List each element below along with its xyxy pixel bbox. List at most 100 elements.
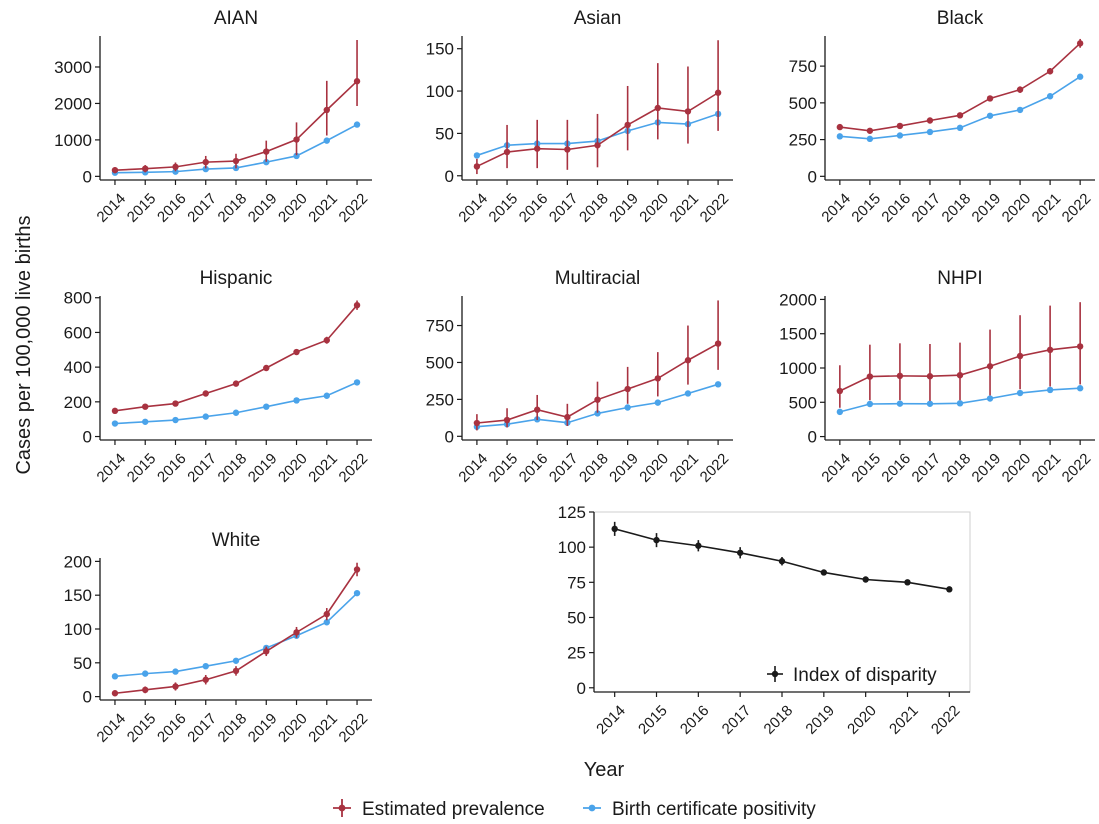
x-tick-label: 2018 (939, 190, 975, 226)
data-point (232, 157, 240, 165)
data-point (654, 399, 661, 406)
x-tick-label: 2020 (275, 190, 311, 226)
x-tick-label: 2020 (844, 702, 880, 738)
data-point (353, 78, 361, 85)
data-point (323, 106, 330, 114)
x-tick-label: 2022 (336, 710, 372, 746)
x-tick-label: 2019 (245, 710, 281, 746)
data-point (896, 400, 904, 407)
x-tick-label: 2014 (94, 710, 130, 746)
x-tick-label: 2018 (215, 710, 251, 746)
x-tick-label: 2015 (486, 190, 522, 226)
y-tick-label: 0 (83, 428, 92, 447)
data-point (353, 301, 361, 309)
data-point (1016, 352, 1024, 360)
y-tick-label: 200 (64, 393, 92, 412)
x-tick-label: 2017 (184, 710, 220, 746)
x-tick-label: 2021 (305, 190, 341, 226)
x-tick-label: 2020 (636, 450, 672, 486)
x-tick-label: 2017 (184, 190, 220, 226)
data-point (611, 525, 618, 533)
x-tick-label: 2016 (154, 190, 190, 226)
data-point (1046, 346, 1054, 354)
data-point (926, 373, 934, 380)
data-point (111, 420, 119, 427)
data-point (202, 158, 209, 166)
x-tick-label: 2018 (215, 450, 251, 486)
x-tick-label: 2017 (546, 450, 582, 486)
x-tick-label: 2016 (154, 450, 190, 486)
x-tick-label: 2017 (719, 702, 755, 738)
x-tick-label: 2014 (818, 450, 854, 486)
data-point (836, 123, 844, 131)
x-tick-label: 2021 (305, 450, 341, 486)
legend-label: Estimated prevalence (362, 799, 545, 820)
x-tick-label: 2022 (336, 190, 372, 226)
data-point (624, 121, 631, 129)
y-tick-label: 200 (64, 552, 92, 571)
x-tick-label: 2017 (546, 190, 582, 226)
x-tick-label: 2014 (818, 190, 854, 226)
data-point (1046, 68, 1054, 75)
data-point (353, 589, 361, 597)
x-tick-label: 2019 (245, 450, 281, 486)
data-point (293, 397, 300, 404)
data-point (904, 579, 911, 586)
data-point (293, 152, 300, 160)
y-tick-label: 150 (64, 586, 92, 605)
data-point (714, 381, 722, 388)
y-tick-label: 2000 (779, 290, 817, 309)
data-point (594, 396, 601, 403)
x-tick-label: 2017 (184, 450, 220, 486)
data-point (353, 566, 361, 573)
y-tick-label: 0 (808, 167, 817, 186)
x-tick-label: 2018 (215, 190, 251, 226)
legend-key-point (771, 670, 779, 678)
data-point (986, 112, 994, 119)
data-point (866, 373, 874, 380)
x-tick-label: 2020 (999, 450, 1035, 486)
x-tick-label: 2019 (245, 190, 281, 226)
data-point (778, 558, 786, 565)
y-tick-label: 0 (577, 679, 586, 698)
x-tick-label: 2021 (305, 710, 341, 746)
data-point (946, 586, 953, 593)
y-tick-label: 0 (83, 167, 92, 186)
data-point (896, 372, 904, 380)
x-tick-label: 2015 (848, 190, 884, 226)
data-point (820, 569, 828, 576)
data-point (232, 409, 240, 416)
data-point (1016, 86, 1024, 93)
y-tick-label: 750 (426, 317, 454, 336)
x-tick-label: 2016 (677, 702, 713, 738)
data-point (503, 148, 511, 156)
data-point (202, 165, 209, 173)
data-point (232, 657, 240, 664)
y-tick-label: 3000 (54, 58, 92, 77)
series-birth-certificate-positivity (473, 381, 722, 430)
x-tick-label: 2015 (124, 710, 160, 746)
data-point (142, 165, 149, 172)
data-point (202, 413, 209, 420)
y-tick-label: 125 (558, 503, 586, 522)
data-point (473, 419, 481, 427)
x-tick-label: 2022 (928, 702, 964, 738)
data-point (111, 690, 119, 697)
y-tick-label: 250 (789, 131, 817, 150)
legend-item-estimated-prevalence: Estimated prevalence (333, 799, 545, 820)
data-point (293, 136, 300, 143)
data-point (142, 670, 149, 677)
x-tick-label: 2015 (848, 450, 884, 486)
y-tick-label: 1000 (779, 359, 817, 378)
x-tick-label: 2016 (516, 190, 552, 226)
x-tick-label: 2019 (606, 450, 642, 486)
data-point (293, 348, 300, 356)
data-point (564, 146, 571, 153)
x-tick-label: 2022 (336, 450, 372, 486)
series-birth-certificate-positivity (836, 73, 1084, 143)
y-tick-label: 500 (789, 393, 817, 412)
y-tick-label: 500 (789, 94, 817, 113)
series-birth-certificate-positivity (111, 589, 361, 680)
